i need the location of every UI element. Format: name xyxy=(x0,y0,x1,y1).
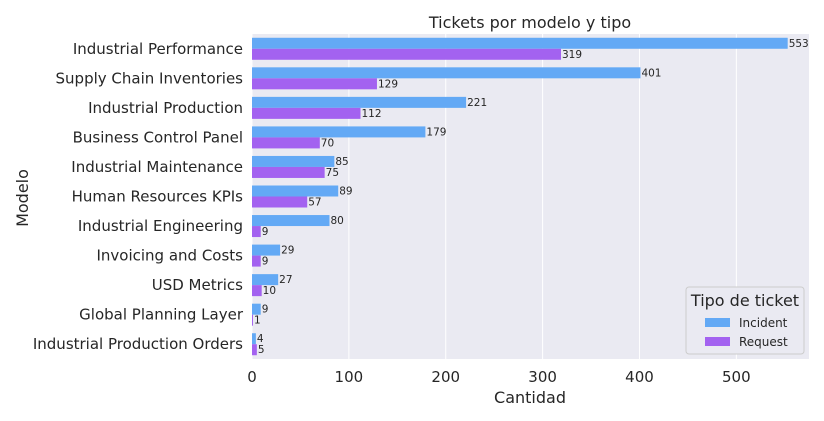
label-request-industrial-engineering: 9 xyxy=(262,226,269,238)
legend-title: Tipo de ticket xyxy=(690,291,799,310)
bar-incident-industrial-production-orders xyxy=(252,333,256,345)
bar-incident-business-control-panel xyxy=(252,126,426,138)
data-labels: 553 401 221 179 85 89 80 29 27 9 4 319 129 112 70 75 57 9… xyxy=(254,38,809,356)
chart-title: Tickets por modelo y tipo xyxy=(428,13,631,32)
bar-incident-supply-chain-inventories xyxy=(252,67,641,79)
bar-request-global-planning-layer xyxy=(252,314,253,326)
x-axis-title: Cantidad xyxy=(494,388,566,407)
label-incident-industrial-engineering: 80 xyxy=(330,215,343,227)
label-incident-industrial-maintenance: 85 xyxy=(335,156,348,168)
y-tick-usd-metrics: USD Metrics xyxy=(152,276,243,294)
label-request-industrial-performance: 319 xyxy=(562,49,582,61)
label-incident-industrial-production: 221 xyxy=(467,97,487,109)
y-tick-industrial-production: Industrial Production xyxy=(88,99,243,117)
label-request-global-planning-layer: 1 xyxy=(254,315,261,327)
x-tick-200: 200 xyxy=(431,368,460,386)
label-incident-human-resources-kpis: 89 xyxy=(339,186,352,198)
label-request-industrial-production-orders: 5 xyxy=(258,344,265,356)
bar-request-invoicing-and-costs xyxy=(252,255,261,267)
bar-incident-invoicing-and-costs xyxy=(252,244,281,256)
label-incident-industrial-performance: 553 xyxy=(789,38,809,50)
y-tick-supply-chain-inventories: Supply Chain Inventories xyxy=(56,69,244,87)
label-request-industrial-maintenance: 75 xyxy=(326,167,339,179)
legend-swatch-incident xyxy=(705,318,730,327)
y-tick-industrial-production-orders: Industrial Production Orders xyxy=(33,335,243,353)
label-incident-invoicing-and-costs: 29 xyxy=(281,245,294,257)
label-request-business-control-panel: 70 xyxy=(321,137,334,149)
bar-incident-industrial-performance xyxy=(252,37,788,49)
bar-incident-global-planning-layer xyxy=(252,303,261,315)
bar-request-supply-chain-inventories xyxy=(252,78,377,90)
bar-incident-industrial-production xyxy=(252,96,467,108)
bar-incident-human-resources-kpis xyxy=(252,185,339,197)
bar-incident-industrial-maintenance xyxy=(252,155,335,167)
bar-incident-usd-metrics xyxy=(252,274,279,286)
x-tick-0: 0 xyxy=(247,368,257,386)
bar-request-usd-metrics xyxy=(252,285,262,297)
legend-label-request: Request xyxy=(739,335,788,349)
bar-request-industrial-performance xyxy=(252,48,562,60)
y-axis-title: Modelo xyxy=(13,169,32,227)
label-request-usd-metrics: 10 xyxy=(263,285,276,297)
bars xyxy=(252,37,788,356)
x-tick-400: 400 xyxy=(625,368,654,386)
label-request-industrial-production: 112 xyxy=(361,108,381,120)
y-tick-human-resources-kpis: Human Resources KPIs xyxy=(72,188,244,206)
legend-label-incident: Incident xyxy=(739,316,788,330)
bar-request-industrial-engineering xyxy=(252,226,261,238)
legend-swatch-request xyxy=(705,337,730,346)
bar-incident-industrial-engineering xyxy=(252,215,330,227)
y-tick-invoicing-and-costs: Invoicing and Costs xyxy=(96,247,243,265)
bar-request-industrial-maintenance xyxy=(252,166,325,178)
label-request-supply-chain-inventories: 129 xyxy=(378,78,398,90)
label-incident-usd-metrics: 27 xyxy=(279,274,292,286)
y-tick-industrial-maintenance: Industrial Maintenance xyxy=(71,158,243,176)
y-tick-labels: Industrial Performance Supply Chain Inven… xyxy=(33,40,244,353)
x-tick-500: 500 xyxy=(722,368,751,386)
label-request-invoicing-and-costs: 9 xyxy=(262,256,269,268)
bar-request-industrial-production-orders xyxy=(252,344,257,356)
bar-request-industrial-production xyxy=(252,107,361,119)
x-tick-100: 100 xyxy=(335,368,364,386)
label-incident-supply-chain-inventories: 401 xyxy=(641,67,661,79)
x-tick-300: 300 xyxy=(528,368,557,386)
legend: Tipo de ticket Incident Request xyxy=(685,286,805,355)
bar-request-human-resources-kpis xyxy=(252,196,308,208)
label-incident-global-planning-layer: 9 xyxy=(262,304,269,316)
y-tick-industrial-performance: Industrial Performance xyxy=(73,40,243,58)
y-tick-industrial-engineering: Industrial Engineering xyxy=(78,217,243,235)
label-incident-business-control-panel: 179 xyxy=(426,126,446,138)
x-tick-labels: 0 100 200 300 400 500 xyxy=(247,368,750,386)
y-tick-global-planning-layer: Global Planning Layer xyxy=(79,306,244,324)
bar-request-business-control-panel xyxy=(252,137,320,149)
label-incident-industrial-production-orders: 4 xyxy=(257,333,264,345)
label-request-human-resources-kpis: 57 xyxy=(308,197,321,209)
y-tick-business-control-panel: Business Control Panel xyxy=(73,128,243,146)
